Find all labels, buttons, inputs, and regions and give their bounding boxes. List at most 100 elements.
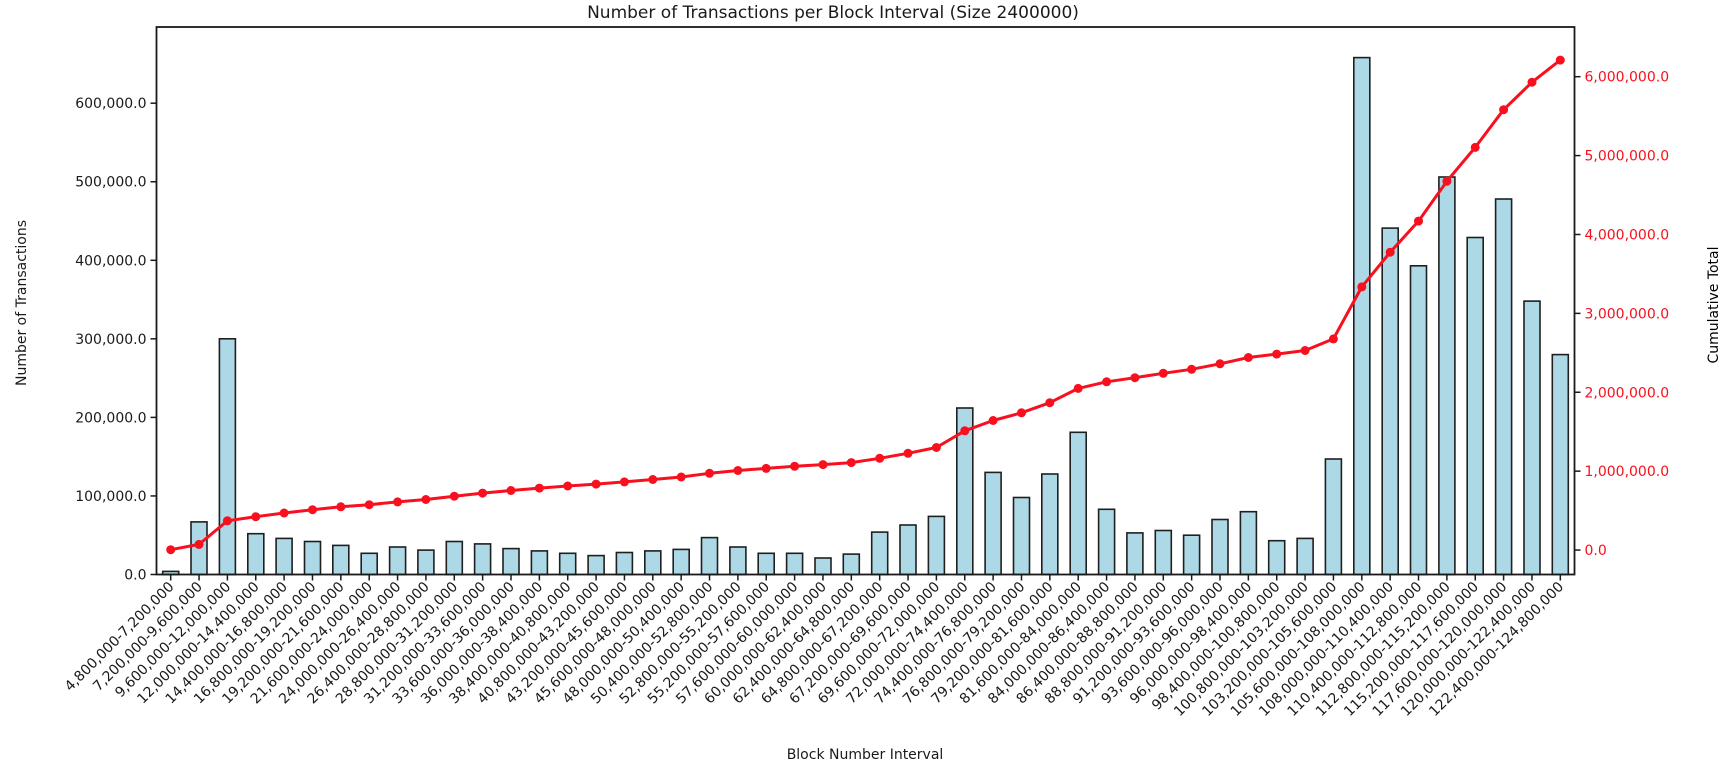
bar — [473, 543, 492, 576]
line-marker — [1017, 408, 1026, 418]
line-marker — [931, 443, 941, 452]
line-marker — [336, 502, 346, 512]
line-marker — [1130, 373, 1140, 383]
line-marker — [1442, 176, 1452, 186]
line-marker — [279, 508, 289, 518]
line-marker — [903, 448, 913, 458]
bar — [1069, 431, 1087, 576]
x-axis-ticks: 4,800,000-7,200,0007,200,000-9,600,0009,… — [62, 574, 1567, 720]
bar — [785, 552, 804, 576]
line-marker — [1470, 142, 1480, 152]
bar — [303, 540, 322, 576]
line-marker — [421, 495, 431, 504]
right-tick-label: 1,000,000.0 — [1585, 464, 1670, 480]
bar — [870, 531, 889, 576]
bar — [757, 552, 776, 576]
line-marker — [393, 497, 403, 507]
line-marker — [506, 486, 516, 495]
cumulative-line — [169, 58, 1562, 552]
line-marker — [846, 458, 856, 468]
bar — [218, 337, 237, 576]
line-marker — [1187, 364, 1197, 374]
x-axis-label: Block Number Interval — [786, 747, 944, 763]
bar — [445, 540, 464, 576]
cumulative-markers — [166, 55, 1565, 555]
bar — [1041, 473, 1059, 576]
bar — [1466, 236, 1484, 576]
left-tick-label: 200,000.0 — [75, 410, 146, 426]
line-marker — [676, 472, 686, 482]
chart-title: Number of Transactions per Block Interva… — [587, 3, 1079, 23]
left-axis-ticks: 0.0 100,000.0 200,000.0 300,000.0 400,000.0 5… — [75, 96, 157, 584]
right-tick-label: 3,000,000.0 — [1585, 306, 1670, 322]
bar — [1438, 176, 1456, 576]
bar — [502, 547, 520, 576]
line-marker — [251, 512, 261, 522]
left-tick-label: 0.0 — [124, 568, 146, 584]
line-marker — [988, 416, 998, 425]
right-tick-label: 6,000,000.0 — [1585, 70, 1670, 86]
bar — [700, 536, 719, 576]
bar — [417, 549, 435, 576]
right-tick-label: 0.0 — [1585, 543, 1607, 559]
line-marker — [308, 505, 317, 515]
bar — [729, 546, 747, 576]
line-marker — [619, 477, 629, 487]
line-marker — [449, 491, 459, 501]
right-tick-label: 4,000,000.0 — [1585, 227, 1670, 243]
bar — [1182, 534, 1201, 576]
bar — [247, 532, 265, 576]
bar — [927, 515, 946, 576]
line-marker — [960, 426, 970, 436]
line-marker — [1527, 77, 1537, 87]
line-marker — [478, 488, 488, 498]
line-marker — [1215, 359, 1225, 369]
line-marker — [534, 483, 544, 493]
bar — [814, 557, 832, 576]
bar — [1126, 532, 1144, 576]
bar — [672, 548, 691, 576]
line-marker — [818, 460, 828, 470]
line-marker — [1414, 216, 1423, 226]
bar — [1523, 300, 1541, 576]
bars-series — [161, 56, 1570, 576]
bar — [530, 550, 549, 576]
line-marker — [166, 545, 176, 555]
line-marker — [1385, 247, 1395, 257]
bar — [331, 544, 350, 576]
bar — [360, 552, 379, 576]
line-marker — [1300, 346, 1310, 355]
line-marker — [648, 475, 658, 484]
right-axis-ticks: 0.0 1,000,000.0 2,000,000.0 3,000,000.0 4,00… — [1574, 70, 1670, 559]
bar — [1409, 264, 1428, 576]
bar — [388, 546, 407, 576]
bar — [1211, 518, 1229, 576]
bar — [1324, 458, 1343, 576]
bar — [1097, 508, 1116, 576]
bar — [1353, 56, 1371, 576]
line-marker — [1073, 383, 1083, 393]
y-axis-label-right: Cumulative Total — [1706, 246, 1722, 364]
line-marker — [194, 539, 204, 549]
line-marker — [1555, 55, 1565, 65]
line-marker — [1499, 105, 1509, 115]
left-tick-label: 500,000.0 — [75, 175, 146, 191]
bar — [643, 550, 662, 576]
bar — [1381, 227, 1399, 576]
right-tick-label: 2,000,000.0 — [1585, 385, 1670, 401]
bar — [587, 554, 605, 576]
line-marker — [1158, 368, 1168, 378]
line-marker — [733, 466, 743, 475]
line-marker — [1328, 334, 1338, 344]
bar — [1239, 510, 1258, 576]
line-marker — [705, 468, 714, 478]
left-tick-label: 400,000.0 — [75, 253, 146, 269]
line-marker — [364, 500, 374, 510]
line-marker — [222, 516, 232, 526]
bar — [899, 524, 917, 576]
line-marker — [1102, 377, 1112, 387]
bar — [1296, 537, 1314, 576]
bar — [1154, 529, 1173, 576]
y-axis-label-left: Number of Transactions — [14, 219, 30, 387]
